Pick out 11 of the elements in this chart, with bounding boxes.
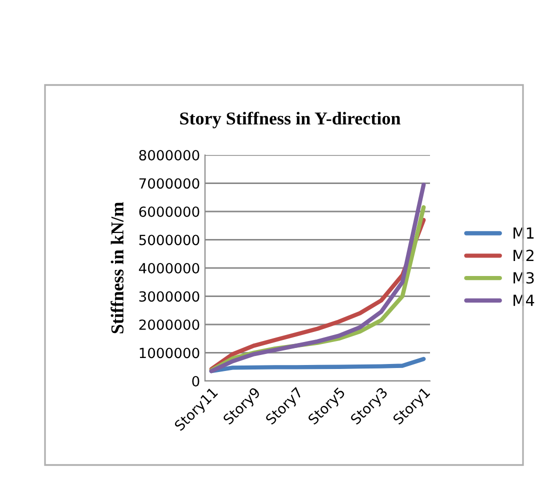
y-tick-label: 4000000 [138,262,200,274]
y-tick-label: 1000000 [140,348,200,358]
y-tick-label: 6000000 [139,206,200,217]
y-tick-label: 5000000 [139,234,200,246]
chart-title: Story Stiffness in Y-direction [180,112,400,128]
y-axis-title: Stiffness in kN/m [110,202,124,334]
y-tick-label: 3000000 [139,291,200,302]
y-tick-label: 2000000 [139,319,200,330]
y-tick-label: 0 [192,376,200,386]
y-tick-label: 8000000 [139,150,200,160]
y-tick-label: 7000000 [139,178,200,189]
